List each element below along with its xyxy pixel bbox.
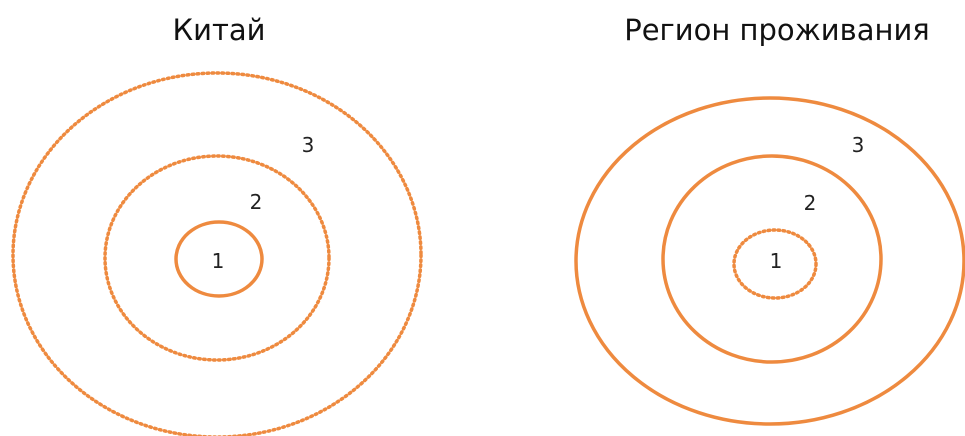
ring-china-1 [174, 220, 264, 298]
ring-label-region-1: 1 [770, 249, 783, 273]
ring-region-1 [732, 228, 818, 300]
ring-china-3 [11, 71, 423, 436]
panel-title-region: Регион проживания [624, 13, 930, 47]
panel-china: Китай 1 2 3 [11, 13, 423, 436]
panel-region: Регион проживания 1 2 3 [574, 13, 965, 426]
panel-title-china: Китай [173, 13, 266, 47]
ring-label-china-1: 1 [212, 249, 225, 273]
ring-region-3 [574, 96, 965, 426]
ring-region-2 [661, 154, 883, 364]
ring-china-2 [103, 154, 331, 362]
ring-label-china-2: 2 [250, 190, 263, 214]
ring-label-china-3: 3 [302, 133, 315, 157]
ring-label-region-3: 3 [852, 133, 865, 157]
ring-label-region-2: 2 [804, 191, 817, 215]
